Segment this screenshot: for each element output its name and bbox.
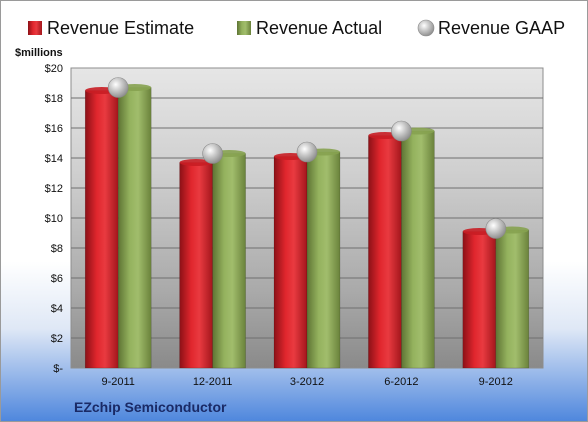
bar-top-cap [179, 159, 213, 166]
y-tick-label: $20 [45, 63, 63, 75]
y-axis-unit-label: $millions [15, 47, 63, 59]
x-tick-label: 9-2012 [479, 376, 513, 388]
bar-revenue-estimate [273, 156, 308, 369]
bar-revenue-actual [495, 229, 530, 369]
bar-revenue-actual [306, 151, 341, 369]
bar-revenue-actual [401, 130, 435, 369]
legend-label: Revenue GAAP [438, 18, 565, 38]
y-tick-label: $6 [51, 273, 63, 285]
bar-revenue-estimate [368, 135, 402, 369]
y-tick-label: $14 [45, 153, 63, 165]
legend-swatch-revenue-actual [237, 21, 251, 35]
marker-revenue-gaap [202, 143, 223, 164]
marker-revenue-gaap [485, 218, 507, 239]
legend-label: Revenue Estimate [47, 18, 194, 38]
x-tick-label: 12-2011 [193, 376, 233, 388]
x-tick-label: 6-2012 [384, 376, 418, 388]
y-tick-label: $8 [51, 243, 63, 255]
legend-label: Revenue Actual [256, 18, 382, 38]
y-tick-label: $- [53, 363, 63, 375]
y-tick-label: $4 [51, 303, 63, 315]
bar-revenue-actual [212, 153, 246, 369]
y-tick-label: $16 [45, 123, 63, 135]
y-axis-ticks: $- $2 $4 $6 $8 $10 $12 $14 $16 $18 $20 [45, 63, 64, 375]
bar-revenue-actual [117, 87, 152, 369]
legend-swatch-revenue-gaap [417, 19, 435, 37]
bar-revenue-estimate [462, 231, 497, 369]
company-label: EZchip Semiconductor [74, 399, 227, 415]
legend-swatch-revenue-estimate [28, 21, 42, 35]
legend: Revenue Estimate Revenue Actual Revenue GA… [28, 18, 565, 38]
bar-revenue-estimate [84, 90, 119, 369]
x-tick-label: 3-2012 [290, 376, 324, 388]
x-tick-label: 9-2011 [101, 376, 134, 388]
y-tick-label: $2 [51, 333, 63, 345]
bar-revenue-estimate [179, 162, 213, 369]
y-tick-label: $18 [45, 93, 63, 105]
marker-revenue-gaap [296, 141, 318, 163]
marker-revenue-gaap [107, 77, 129, 98]
x-axis-ticks: 9-2011 12-2011 3-2012 6-2012 9-2012 [101, 376, 512, 388]
marker-revenue-gaap [391, 120, 412, 142]
y-tick-label: $10 [45, 213, 63, 225]
bars [84, 84, 530, 369]
gaap-markers [107, 77, 507, 239]
y-tick-label: $12 [45, 183, 63, 195]
